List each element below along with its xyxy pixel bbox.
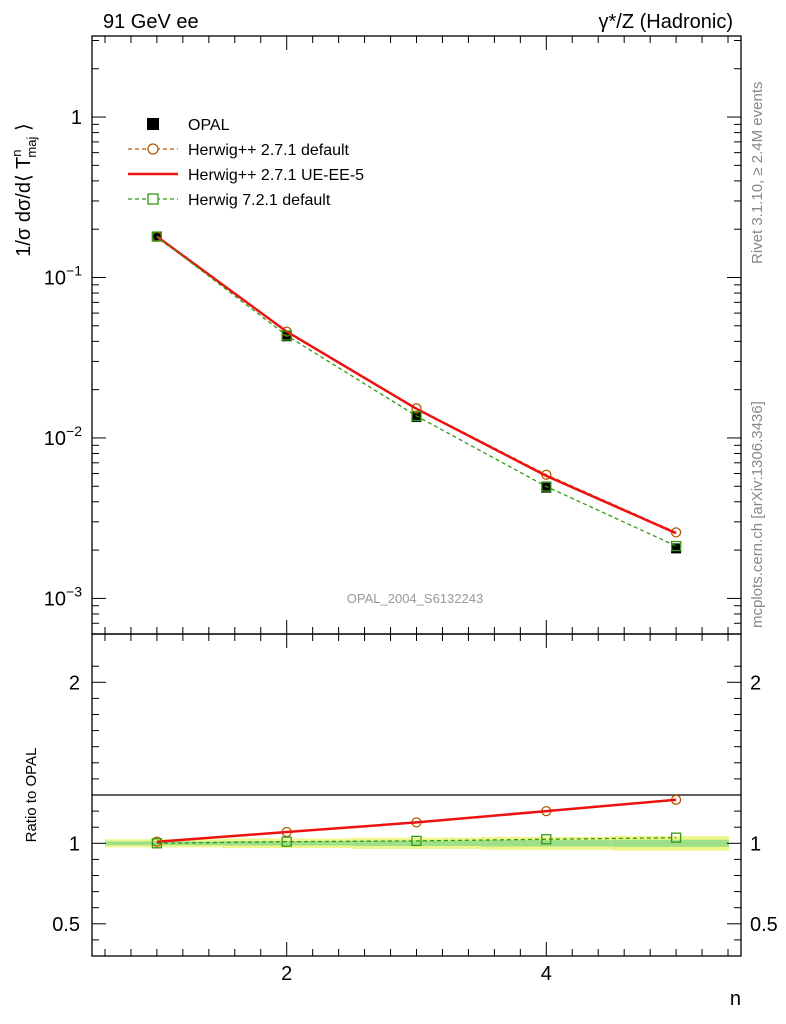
ratio-point-herwig7 [151, 838, 163, 849]
ratio-point-herwig7 [411, 835, 422, 847]
main-point-herwig7 [151, 231, 163, 242]
main-point-opal [671, 543, 682, 554]
main-y-tick-label: 1 [71, 107, 82, 129]
ratio-band-green [104, 841, 222, 846]
main-point-herwig7 [541, 481, 552, 492]
mcplots-info: mcplots.cern.ch [arXiv:1306.3436] [749, 401, 766, 628]
ratio-y-tick-label-right: 0.5 [750, 914, 778, 936]
main-line-herwig7 [156, 235, 677, 547]
legend-label: Herwig++ 2.7.1 UE-EE-5 [188, 167, 364, 184]
legend-marker-herwig7 [147, 193, 159, 205]
ratio-y-tick-label-left: 0.5 [52, 914, 80, 936]
main-point-opal [411, 412, 422, 423]
ratio-uncertainty-band [104, 836, 729, 851]
legend-label: Herwig++ 2.7.1 default [188, 142, 350, 159]
analysis-watermark: OPAL_2004_S6132243 [347, 591, 483, 606]
ratio-x-tick-label: 4 [541, 963, 552, 985]
ratio-axis-ticks [92, 634, 741, 956]
ratio-y-tick-label-right: 1 [750, 833, 761, 855]
ratio-line-herwig7 [156, 837, 677, 844]
x-axis-label: n [730, 988, 741, 1010]
main-point-opal [541, 482, 552, 493]
main-point-herwig7 [411, 410, 422, 422]
ratio-y-tick-label-right: 2 [750, 672, 761, 694]
main-axis-ticks [92, 36, 741, 635]
ratio-series [151, 794, 682, 849]
ratio-y-tick-labels: 2 2 1 1 0.5 0.5 [52, 672, 778, 936]
ratio-x-tick-label: 2 [281, 963, 292, 985]
main-point-herwig7 [670, 540, 682, 552]
svg-text:1/σ dσ/d⟨ Tnmaj ⟩: 1/σ dσ/d⟨ Tnmaj ⟩ [9, 123, 39, 257]
ratio-line-ue-ee-5 [156, 798, 677, 843]
legend-marker-herwigpp-default [147, 143, 159, 155]
left-title: 91 GeV ee [103, 11, 199, 33]
ratio-frame [91, 633, 742, 957]
main-panel: 1 10−1 10−2 10−3 OPAL_2004_S6132243 OPAL Her… [9, 35, 742, 635]
legend: OPAL Herwig++ 2.7.1 default Herwig++ 2.7.1… [128, 117, 364, 209]
main-line-ue-ee-5 [156, 235, 677, 535]
legend-marker-opal [147, 118, 159, 130]
main-line-herwigpp-default [156, 235, 677, 533]
main-series [151, 231, 682, 554]
main-y-axis-label: 1/σ dσ/d⟨ Tnmaj ⟩ [9, 123, 39, 257]
ratio-y-axis-label: Ratio to OPAL [23, 748, 40, 843]
main-point-herwigpp-default [411, 403, 422, 414]
main-y-tick-label: 10−2 [44, 423, 82, 450]
ratio-band-green [611, 839, 729, 847]
ratio-band-green [221, 841, 352, 846]
ratio-point-herwig7 [281, 836, 292, 847]
ratio-y-tick-label-left: 1 [69, 833, 80, 855]
main-point-herwig7 [281, 330, 292, 341]
rivet-info: Rivet 3.1.10, ≥ 2.4M events [749, 82, 766, 265]
legend-label: Herwig 7.2.1 default [188, 192, 331, 209]
right-title: γ*/Z (Hadronic) [599, 11, 733, 33]
main-y-tick-label: 10−1 [44, 263, 82, 290]
main-y-tick-label: 10−3 [44, 583, 82, 610]
legend-label: OPAL [188, 117, 230, 134]
ratio-y-tick-label-left: 2 [69, 672, 80, 694]
main-y-tick-labels: 1 10−1 10−2 10−3 [44, 107, 82, 610]
ratio-point-herwig7 [670, 832, 682, 843]
ratio-point-herwig7 [541, 834, 552, 845]
ratio-band-green [351, 840, 482, 847]
